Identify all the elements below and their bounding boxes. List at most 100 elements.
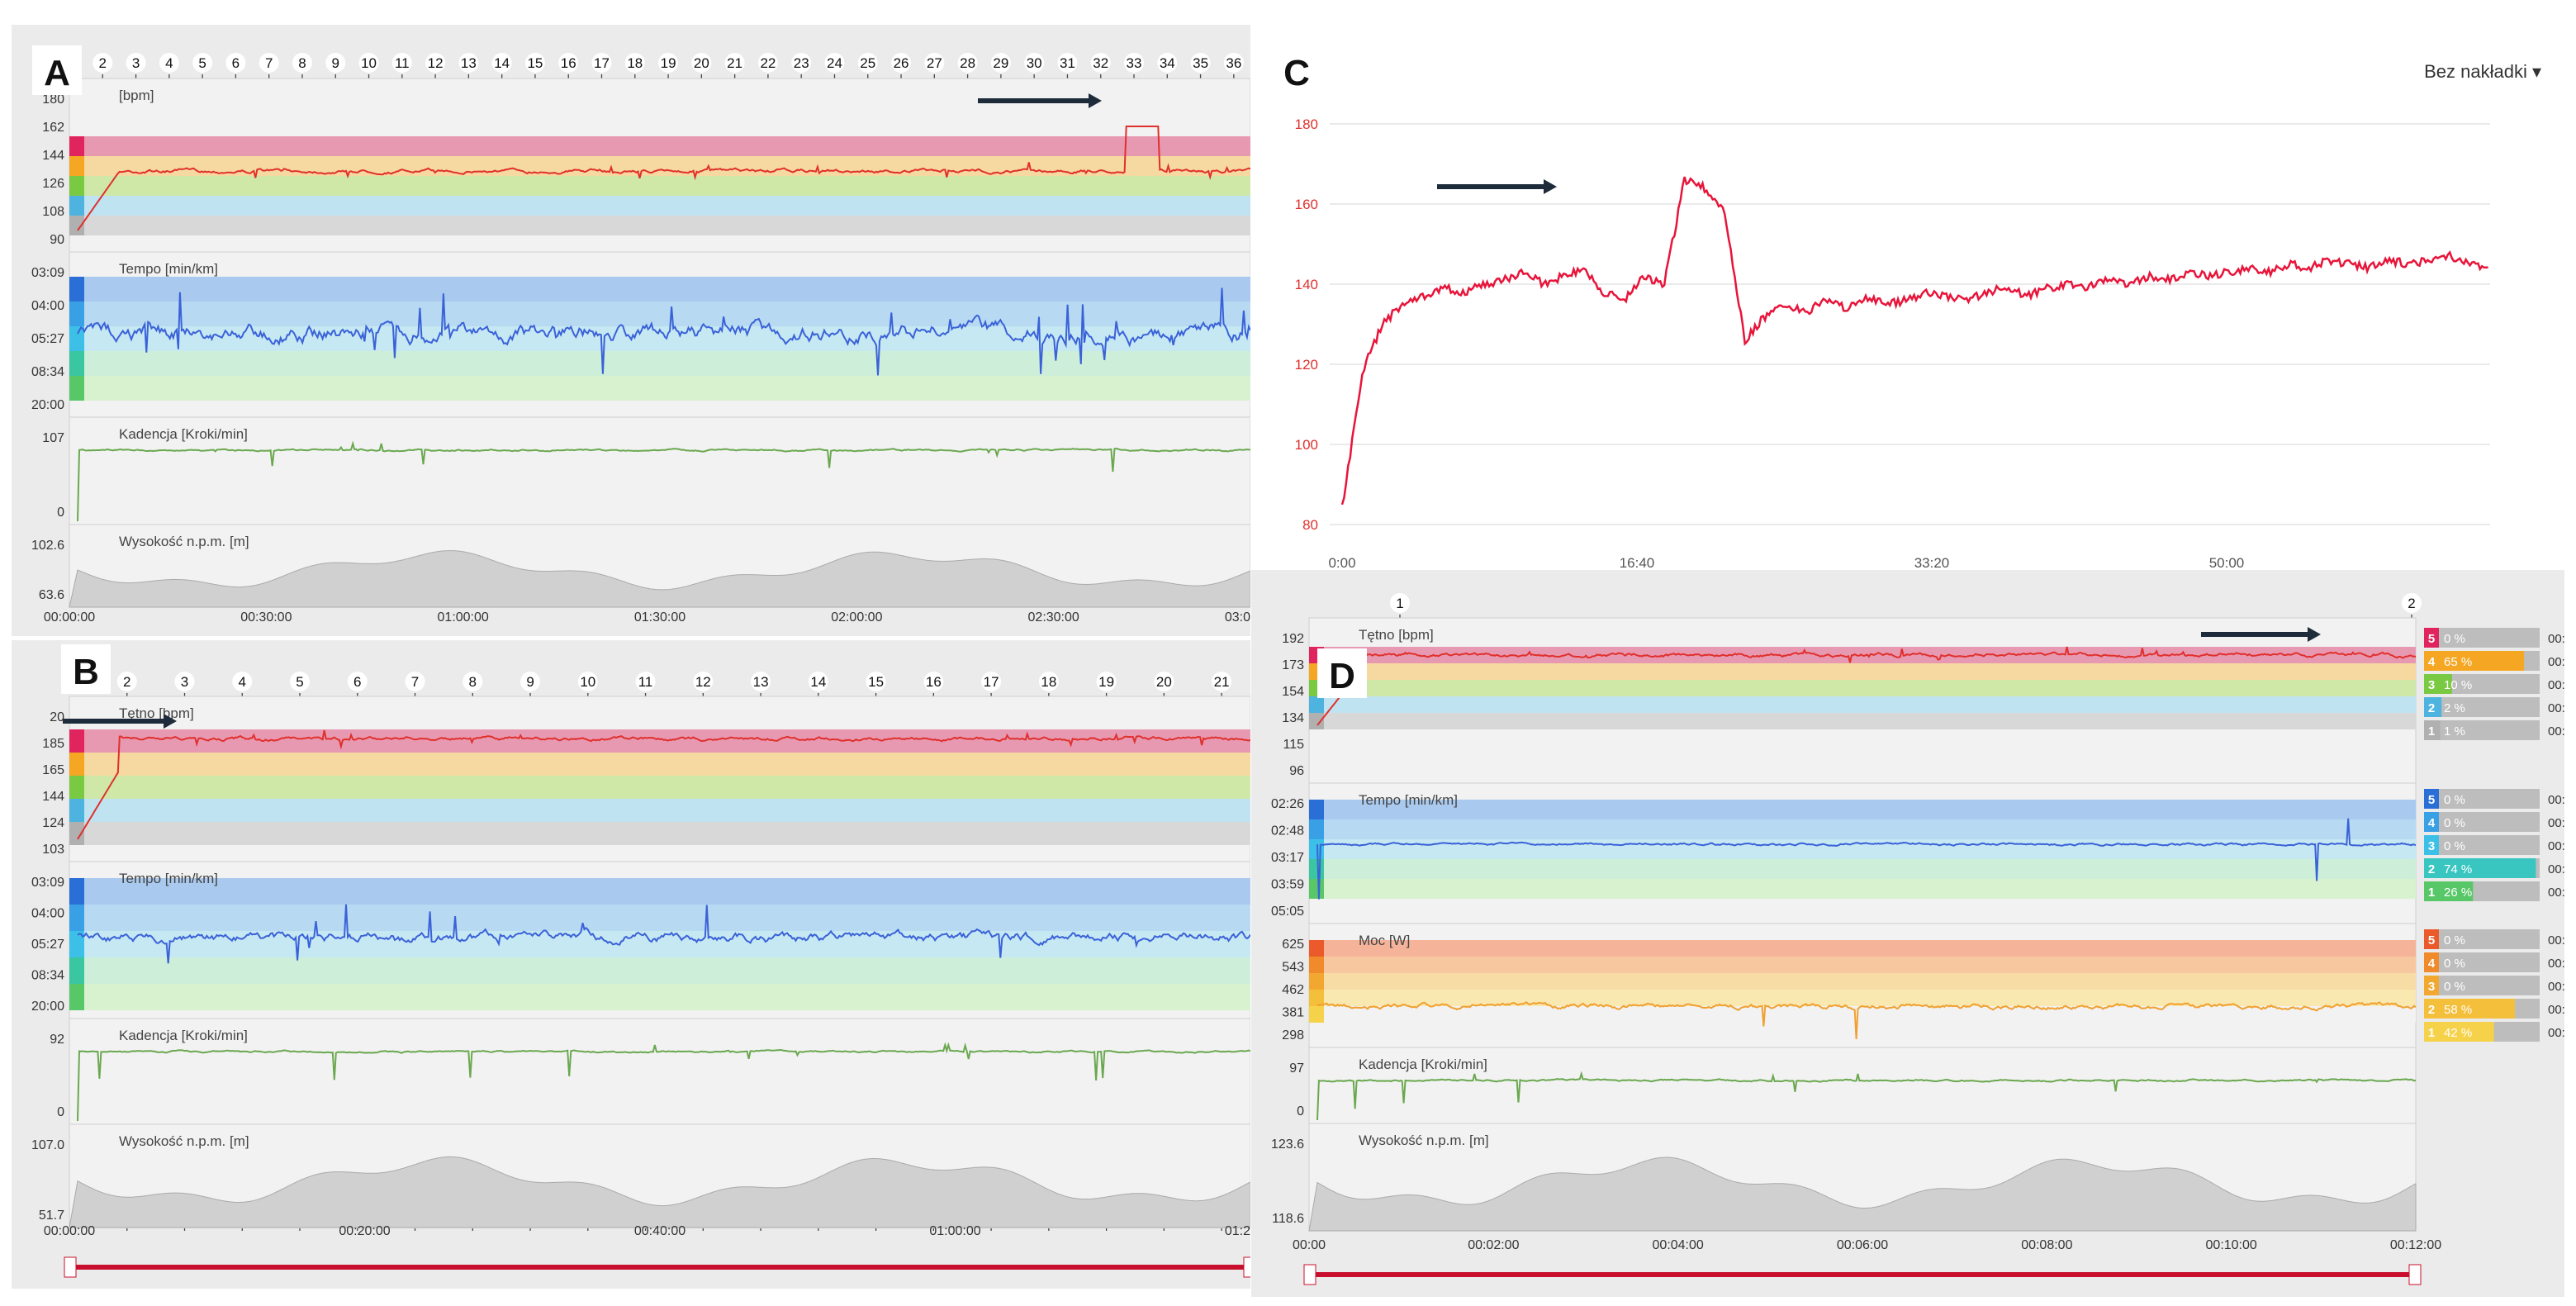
zone-row-bg <box>2424 929 2540 949</box>
zone-swatch <box>69 351 84 376</box>
zone-band <box>69 302 1250 326</box>
y-tick-label: 80 <box>1302 517 1318 533</box>
zone-band <box>69 176 1250 196</box>
lap-label: 8 <box>298 55 306 71</box>
lap-badge <box>724 53 745 73</box>
lap-label: 25 <box>860 55 875 71</box>
lap-badge <box>957 53 978 73</box>
zone-number: 1 <box>2428 724 2435 738</box>
y-tick-label: 20:00 <box>31 398 64 412</box>
lap-badge <box>425 53 446 73</box>
zone-band <box>1309 696 2416 713</box>
y-tick-label: 20 <box>50 710 64 724</box>
zone-swatch <box>1309 800 1324 819</box>
lap-label: 20 <box>694 55 709 71</box>
lap-label: 2 <box>99 55 107 71</box>
y-tick-label: 165 <box>42 763 64 777</box>
y-tick-label: 08:34 <box>31 969 64 983</box>
lap-label: 7 <box>411 674 419 690</box>
lap-badge <box>691 53 712 73</box>
panel-c-arrow-head <box>1544 179 1557 194</box>
zone-row-swatch <box>2424 789 2439 809</box>
y-tick-label: 134 <box>1282 711 1304 725</box>
zone-row-swatch <box>2424 929 2439 949</box>
altitude-area <box>69 1156 1250 1228</box>
y-tick-label: 543 <box>1282 961 1304 975</box>
y-tick-label: 160 <box>1295 197 1318 212</box>
lap-label: 35 <box>1193 55 1208 71</box>
lap-badge <box>591 53 612 73</box>
pace-series-line <box>77 904 1250 964</box>
time-range-scrubber[interactable] <box>69 1265 1250 1270</box>
zone-band <box>69 351 1250 376</box>
y-tick-label: 144 <box>42 790 64 804</box>
scrubber-end-handle[interactable] <box>2408 1264 2422 1285</box>
lap-badge <box>93 53 113 73</box>
zone-row-bar <box>2439 858 2536 878</box>
zone-row-bg <box>2424 628 2540 648</box>
y-tick-label: 102.6 <box>31 539 64 553</box>
zone-swatch <box>1309 990 1324 1006</box>
panel-b-chart: 2 3 4 5 6 7 8 9 10 11 12 13 14 15 16 17 18 19 20 21 Tętno [b… <box>31 644 1250 1278</box>
y-tick-label: 126 <box>42 177 64 191</box>
y-tick-label: 123.6 <box>1271 1137 1304 1152</box>
lap-label: 16 <box>561 55 576 71</box>
lap-badge <box>791 53 812 73</box>
zone-number: 3 <box>2428 980 2435 994</box>
zone-duration: 00:00:00 <box>2548 816 2564 830</box>
panel-c-letter-bg <box>1272 45 1321 95</box>
zone-duration: 00:00:00 <box>2548 933 2564 947</box>
zone-band <box>69 822 1250 845</box>
zone-duration: 00:00:00 <box>2548 839 2564 853</box>
lap-badge <box>524 53 545 73</box>
zone-percent: 0 % <box>2444 839 2465 853</box>
scrubber-start-handle[interactable] <box>1303 1264 1316 1285</box>
scrubber-start-handle[interactable] <box>64 1256 77 1278</box>
panel-a: 2 3 4 5 6 7 8 9 10 11 12 13 14 15 16 17 18 19 20 21 22 23 24 25… <box>12 25 1250 636</box>
y-tick-label: 92 <box>50 1033 64 1047</box>
overlay-select[interactable]: Bez nakładki ▾ <box>2424 61 2541 82</box>
lap-label: 14 <box>494 55 510 71</box>
time-range-scrubber[interactable] <box>1309 1272 2416 1277</box>
lap-label: 3 <box>181 674 188 690</box>
zone-swatch <box>69 957 84 984</box>
zone-row-swatch <box>2424 812 2439 832</box>
zone-row-bar <box>2439 720 2441 740</box>
lap-label: 16 <box>926 674 942 690</box>
lap-badge <box>658 53 679 73</box>
lap-label: 21 <box>727 55 742 71</box>
lap-badge <box>1124 53 1145 73</box>
zone-number: 5 <box>2428 632 2435 646</box>
y-tick-label: 180 <box>1295 116 1318 132</box>
zone-swatch <box>1309 859 1324 879</box>
zone-swatch <box>69 753 84 776</box>
y-tick-label: 108 <box>42 205 64 219</box>
zone-percent: 0 % <box>2444 980 2465 994</box>
cadence-series-line <box>77 1042 1250 1122</box>
lap-badge <box>751 672 771 691</box>
zone-row-bg <box>2424 952 2540 972</box>
zone-swatch <box>1309 839 1324 859</box>
zone-band <box>1309 839 2416 859</box>
zone-percent: 0 % <box>2444 793 2465 807</box>
lap-label: 15 <box>868 674 884 690</box>
lap-label: 6 <box>353 674 361 690</box>
zone-row-bg <box>2424 720 2540 740</box>
lap-badge <box>159 53 179 73</box>
zone-percent: 0 % <box>2444 957 2465 971</box>
zone-band <box>69 878 1250 905</box>
zone-swatch <box>69 326 84 351</box>
zone-number: 4 <box>2428 655 2436 669</box>
scrubber-end-handle[interactable] <box>1243 1256 1250 1278</box>
zone-row-bg <box>2424 812 2540 832</box>
zone-band <box>1309 973 2416 990</box>
lap-label: 13 <box>753 674 769 690</box>
lap-badge <box>1090 53 1111 73</box>
y-tick-label: 115 <box>1283 738 1304 752</box>
y-tick-label: 97 <box>1289 1061 1304 1076</box>
zone-band <box>1309 879 2416 899</box>
y-tick-label: 298 <box>1282 1028 1304 1042</box>
y-tick-label: 107.0 <box>31 1138 64 1152</box>
lap-label: 3 <box>132 55 140 71</box>
